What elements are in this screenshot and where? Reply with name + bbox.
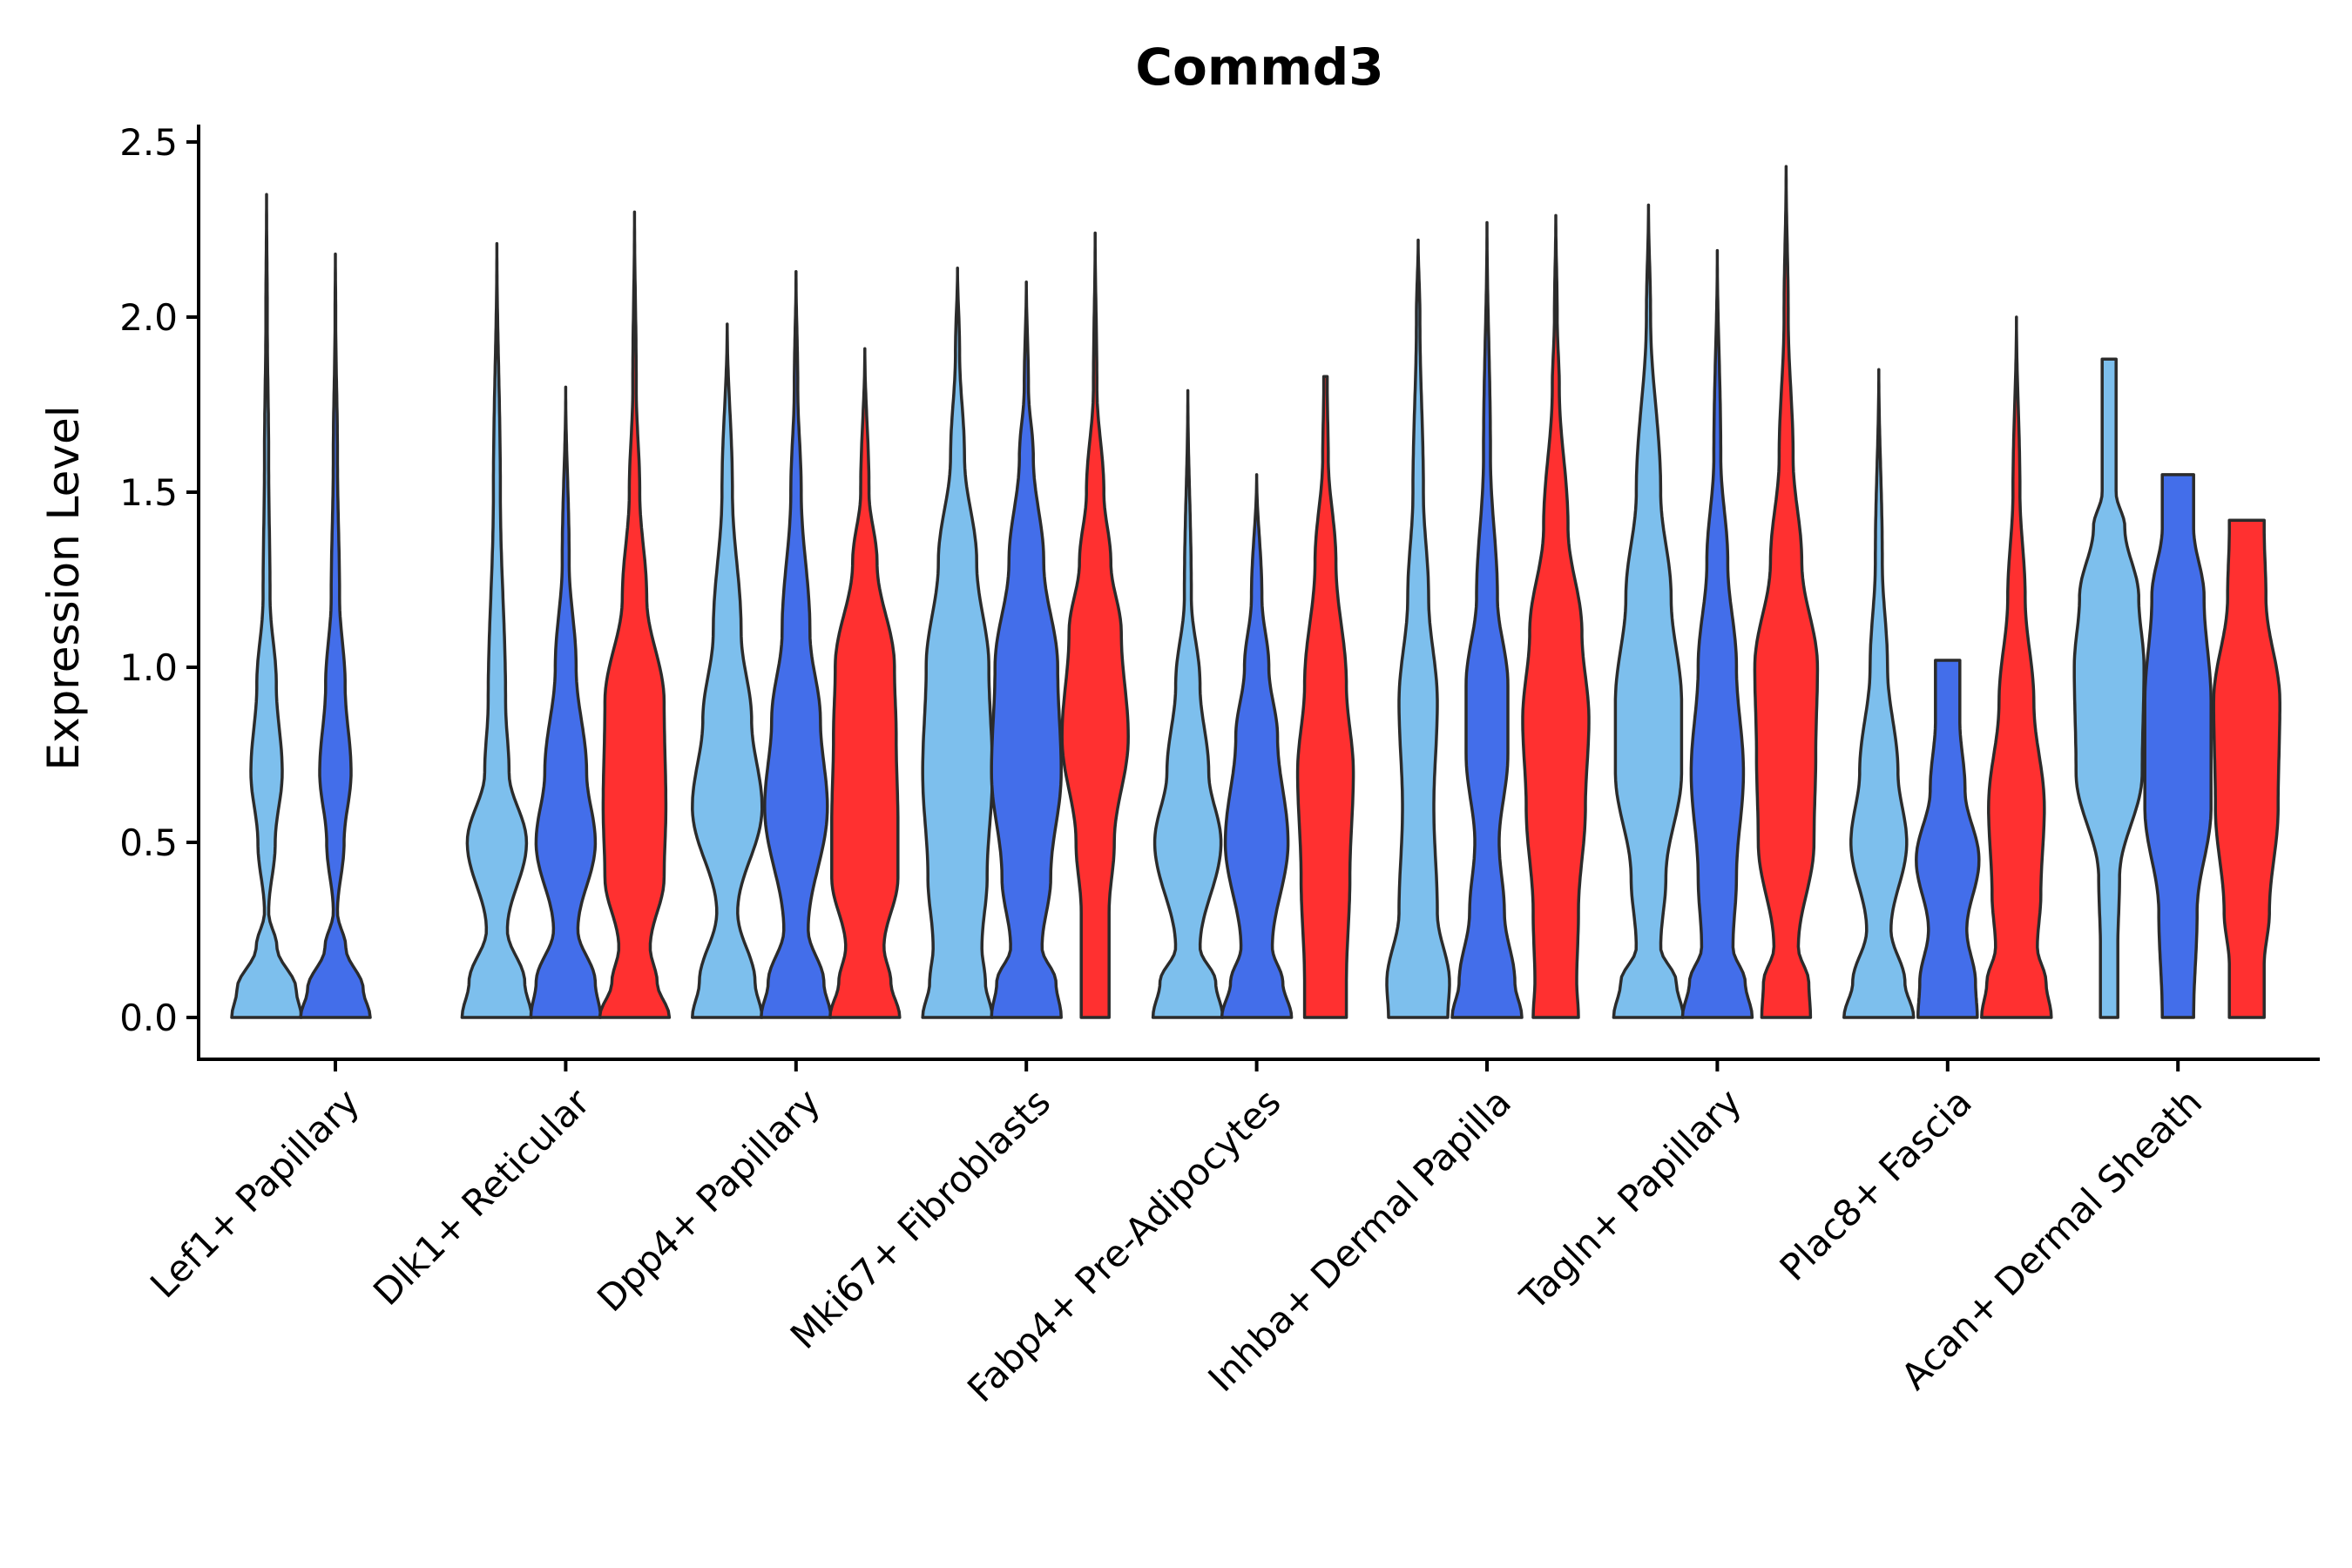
- violin-dlk1-reticular-series-3: [598, 210, 672, 1019]
- y-axis-label: Expression Level: [38, 405, 89, 770]
- violin-lef1-papillary-series-2: [299, 252, 372, 1019]
- violin-dpp4-papillary-series-2: [760, 269, 833, 1019]
- x-tick-label-dpp4-papillary: Dpp4+ Papillary: [589, 1080, 828, 1320]
- y-tick-label: 1.5: [119, 471, 178, 514]
- y-tick-label: 1.0: [119, 646, 178, 689]
- violin-tagln-papillary-series-2: [1680, 248, 1754, 1019]
- y-axis-ticks: 0.0 0.5 1.0 1.5 2.0 2.5: [119, 121, 199, 1039]
- violin-fabp4-pre-adipocytes-series-3: [1295, 375, 1355, 1019]
- violin-dlk1-reticular-series-1: [460, 241, 534, 1019]
- x-tick-label-plac8-fascia: Plac8+ Fascia: [1772, 1080, 1980, 1288]
- violin-dpp4-papillary-series-1: [691, 322, 764, 1019]
- y-tick-label: 0.5: [119, 821, 178, 864]
- x-tick-label-tagln-papillary: Tagln+ Papillary: [1511, 1080, 1749, 1318]
- violin-plac8-fascia-series-2: [1915, 659, 1981, 1019]
- violin-dpp4-papillary-series-3: [828, 347, 902, 1019]
- y-tick-label: 0.0: [119, 997, 178, 1039]
- violin-fabp4-pre-adipocytes-series-1: [1151, 389, 1225, 1019]
- violin-inhba-dermal-papilla-series-2: [1450, 220, 1524, 1019]
- violin-inhba-dermal-papilla-series-3: [1521, 213, 1591, 1019]
- violin-mki67-fibroblasts-series-1: [921, 266, 994, 1019]
- y-tick-label: 2.5: [119, 121, 178, 164]
- violin-mki67-fibroblasts-series-3: [1060, 231, 1130, 1019]
- violin-tagln-papillary-series-3: [1753, 165, 1820, 1019]
- x-tick-label-lef1-papillary: Lef1+ Papillary: [142, 1080, 368, 1306]
- violin-lef1-papillary-series-1: [230, 193, 303, 1019]
- x-tick-label-dlk1-reticular: Dlk1+ Reticular: [365, 1080, 598, 1314]
- violin-inhba-dermal-papilla-series-1: [1385, 238, 1451, 1019]
- violin-plac8-fascia-series-3: [1980, 315, 2053, 1019]
- violin-acan-dermal-sheath-series-1: [2072, 357, 2146, 1019]
- violin-fabp4-pre-adipocytes-series-2: [1220, 473, 1294, 1019]
- x-tick-label-mki67-fibroblasts: Mki67+ Fibroblasts: [782, 1080, 1058, 1356]
- violin-acan-dermal-sheath-series-3: [2212, 518, 2281, 1019]
- violin-layer: [230, 165, 2281, 1019]
- violin-mki67-fibroblasts-series-2: [990, 280, 1063, 1019]
- violin-dlk1-reticular-series-2: [529, 385, 603, 1019]
- chart-title: Commd3: [1135, 37, 1383, 97]
- violin-tagln-papillary-series-1: [1612, 203, 1686, 1019]
- violin-acan-dermal-sheath-series-2: [2143, 473, 2213, 1019]
- violin-plac8-fascia-series-1: [1842, 368, 1916, 1019]
- y-tick-label: 2.0: [119, 296, 178, 339]
